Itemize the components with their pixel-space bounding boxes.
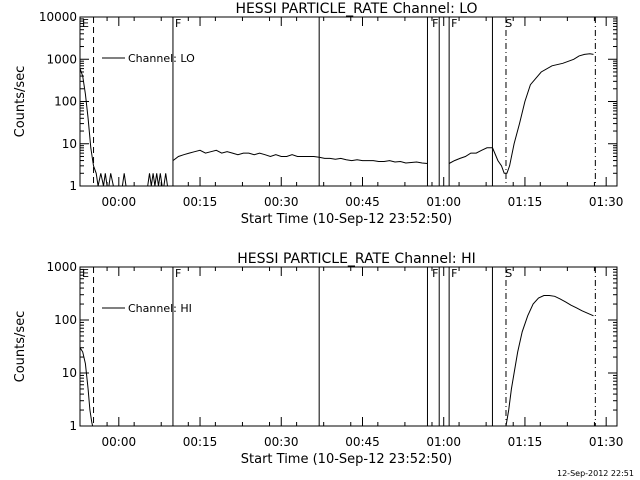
chart-title: HESSI PARTICLE_RATE Channel: HI — [237, 251, 475, 267]
flag-label-F: F — [432, 17, 438, 30]
x-tick-label: 00:00 — [102, 435, 137, 449]
y-tick-label: 10 — [62, 366, 77, 380]
x-tick-label: 00:45 — [345, 435, 380, 449]
x-tick-label: 00:15 — [183, 435, 218, 449]
flag-label-F: F — [451, 17, 457, 30]
chart-title: HESSI PARTICLE_RATE Channel: LO — [235, 1, 477, 17]
y-tick-label: 10000 — [39, 10, 77, 24]
legend-label: Channel: LO — [128, 52, 195, 65]
x-tick-label: 00:00 — [102, 195, 137, 209]
legend-label: Channel: HI — [128, 302, 192, 315]
flag-label-E: E — [82, 267, 89, 280]
x-tick-label: 01:15 — [508, 435, 543, 449]
x-tick-label: 01:30 — [589, 435, 624, 449]
flag-label-S: S — [505, 267, 512, 280]
plot-frame — [79, 16, 618, 187]
y-tick-label: 1000 — [46, 260, 77, 274]
flag-label-F: F — [451, 267, 457, 280]
x-tick-label: 00:30 — [264, 195, 299, 209]
y-tick-label: 1000 — [46, 52, 77, 66]
series-line — [172, 149, 428, 164]
y-axis-label: Counts/sec — [13, 66, 28, 138]
flag-label-E: E — [82, 17, 89, 30]
series-line — [505, 295, 594, 427]
series-line — [79, 347, 94, 427]
flag-label-F: F — [432, 267, 438, 280]
x-axis-label: Start Time (10-Sep-12 23:52:50) — [241, 452, 452, 467]
x-tick-label: 01:00 — [426, 195, 461, 209]
y-tick-label: 100 — [54, 95, 77, 109]
flag-label-S: S — [505, 17, 512, 30]
x-tick-label: 00:15 — [183, 195, 218, 209]
flag-label-F: F — [175, 267, 181, 280]
x-tick-label: 00:30 — [264, 435, 299, 449]
flag-label-F: F — [175, 17, 181, 30]
series-line — [79, 68, 173, 187]
x-tick-label: 00:45 — [345, 195, 380, 209]
plot-frame — [79, 266, 618, 427]
x-tick-label: 01:00 — [426, 435, 461, 449]
y-axis-label: Counts/sec — [13, 311, 28, 383]
y-tick-label: 10 — [62, 137, 77, 151]
x-tick-label: 01:30 — [589, 195, 624, 209]
y-tick-label: 1 — [69, 419, 77, 433]
y-tick-label: 1 — [69, 179, 77, 193]
x-tick-label: 01:15 — [508, 195, 543, 209]
y-tick-label: 100 — [54, 313, 77, 327]
x-axis-label: Start Time (10-Sep-12 23:52:50) — [241, 212, 452, 227]
footer-timestamp: 12-Sep-2012 22:51 — [557, 469, 634, 478]
series-line — [448, 53, 594, 174]
